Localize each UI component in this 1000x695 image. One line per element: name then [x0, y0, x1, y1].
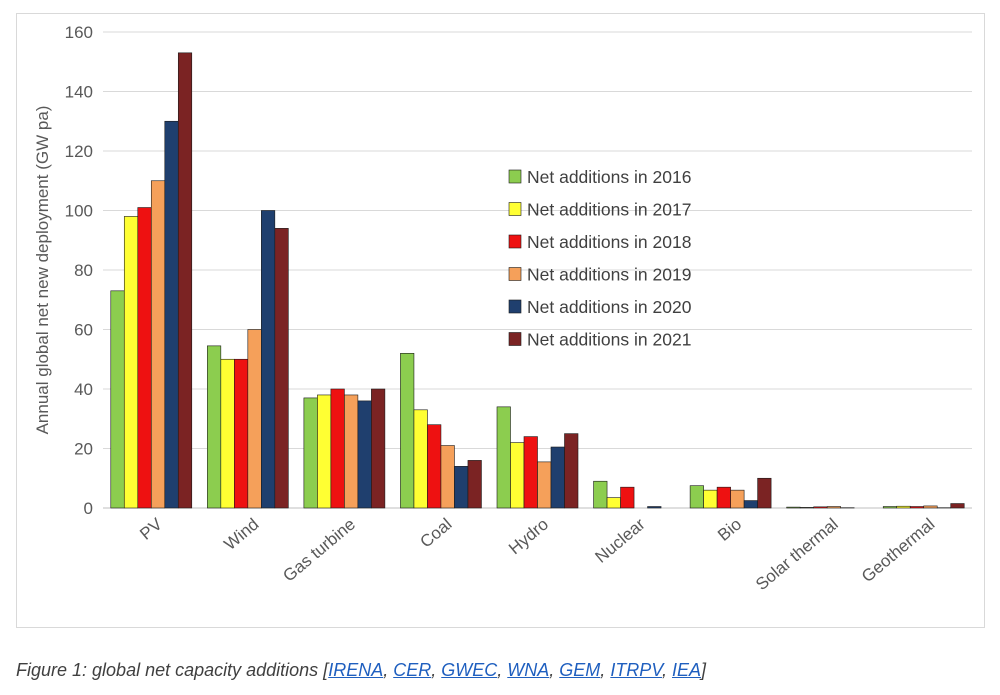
bar-wind-s6 — [274, 228, 289, 509]
legend-swatch — [508, 169, 522, 184]
bar-coal-s3 — [427, 424, 442, 509]
y-tick-label: 100 — [65, 202, 93, 221]
chart-frame: 0 20 40 60 80 100 120 140 160 Annual global net n… — [16, 13, 985, 628]
bar-geothermal-s1 — [882, 506, 898, 509]
x-tick-label: Solar thermal — [752, 515, 842, 595]
caption-link-irena[interactable]: IRENA — [328, 660, 384, 680]
bar-solar-thermal-s4 — [826, 506, 841, 509]
bar-coal-s2 — [413, 409, 428, 509]
bar-hydro-s4 — [537, 461, 552, 509]
caption-text: Figure 1: global net capacity additions … — [16, 660, 329, 680]
y-axis-label: Annual global net new deployment (GW pa) — [33, 106, 52, 435]
caption-separator: , — [383, 660, 394, 680]
bar-bio-s6 — [757, 477, 772, 509]
bar-coal-s4 — [440, 445, 455, 509]
bar-nuclear-s2 — [606, 497, 621, 509]
caption-link-cer[interactable]: CER — [393, 660, 432, 680]
y-tick-label: 140 — [65, 83, 93, 102]
bar-pv-s5 — [164, 120, 179, 509]
bar-geothermal-s3 — [909, 506, 925, 509]
x-tick-label: Gas turbine — [279, 515, 359, 586]
caption-separator: , — [431, 660, 442, 680]
bar-wind-s4 — [247, 329, 262, 509]
legend-label: Net additions in 2018 — [527, 232, 691, 252]
bar-nuclear-s3 — [620, 486, 635, 509]
bar-pv-s3 — [137, 207, 152, 509]
legend-swatch — [508, 234, 522, 249]
legend-label: Net additions in 2017 — [527, 200, 691, 220]
bar-coal-s5 — [454, 466, 469, 509]
x-tick-label: Coal — [417, 515, 456, 552]
bar-wind-s2 — [220, 358, 235, 509]
bar-solar-thermal-s1 — [786, 506, 801, 509]
bar-wind-s3 — [234, 358, 249, 509]
bar-wind-s1 — [207, 345, 222, 509]
bar-pv-s1 — [110, 290, 125, 509]
figure-caption: Figure 1: global net capacity additions … — [16, 660, 706, 681]
caption-link-iea[interactable]: IEA — [672, 660, 702, 680]
x-tick-label: Geothermal — [858, 515, 938, 587]
y-tick-label: 60 — [74, 321, 93, 340]
y-tick-label: 20 — [74, 440, 93, 459]
bar-bio-s4 — [730, 489, 745, 509]
legend-label: Net additions in 2019 — [527, 265, 691, 285]
bar-gas-turbine-s4 — [344, 394, 359, 509]
y-tick-label: 0 — [84, 499, 93, 518]
y-tick-label: 160 — [65, 23, 93, 42]
y-tick-label: 80 — [74, 261, 93, 280]
legend-swatch — [508, 332, 522, 346]
bar-geothermal-s6 — [950, 503, 965, 509]
legend-swatch — [508, 267, 522, 281]
bar-gas-turbine-s6 — [371, 388, 386, 509]
bar-wind-s5 — [261, 210, 276, 509]
y-tick-label: 40 — [74, 380, 93, 399]
bar-hydro-s2 — [510, 442, 525, 509]
caption-link-gem[interactable]: GEM — [559, 660, 601, 680]
x-tick-label: Bio — [714, 515, 745, 545]
bar-hydro-s6 — [564, 433, 579, 509]
y-tick-label: 120 — [65, 142, 93, 161]
bar-solar-thermal-s3 — [813, 506, 828, 509]
x-tick-label: Hydro — [505, 515, 552, 559]
bar-chart: 0 20 40 60 80 100 120 140 160 Annual global net n… — [33, 23, 972, 595]
caption-link-itrpv[interactable]: ITRPV — [610, 660, 662, 680]
bar-pv-s2 — [123, 216, 139, 509]
bar-pv-s6 — [177, 52, 193, 509]
x-tick-label: Wind — [221, 515, 263, 554]
bar-gas-turbine-s3 — [330, 388, 345, 509]
caption-separator: , — [549, 660, 560, 680]
caption-link-wna[interactable]: WNA — [507, 660, 550, 680]
legend-label: Net additions in 2021 — [527, 330, 691, 350]
bar-geothermal-s2 — [896, 505, 911, 509]
bar-nuclear-s1 — [593, 480, 608, 509]
legend-label: Net additions in 2020 — [527, 297, 692, 317]
caption-separator: , — [661, 660, 672, 680]
bar-pv-s4 — [150, 180, 166, 509]
bar-solar-thermal-s2 — [799, 507, 814, 509]
bar-hydro-s5 — [550, 446, 565, 509]
x-tick-label: PV — [136, 514, 166, 544]
caption-separator: , — [600, 660, 611, 680]
legend-swatch — [508, 299, 522, 314]
caption-separator: , — [497, 660, 508, 680]
bar-gas-turbine-s1 — [303, 397, 318, 509]
bar-coal-s1 — [400, 352, 415, 509]
legend-swatch — [508, 202, 522, 216]
bar-gas-turbine-s2 — [317, 394, 332, 509]
bar-hydro-s3 — [523, 436, 538, 509]
bar-bio-s5 — [743, 500, 758, 509]
bar-bio-s2 — [703, 489, 718, 509]
legend-label: Net additions in 2016 — [527, 167, 691, 187]
bar-gas-turbine-s5 — [357, 400, 372, 509]
bar-bio-s1 — [689, 485, 704, 509]
bar-bio-s3 — [716, 486, 731, 509]
bar-geothermal-s4 — [923, 505, 938, 509]
caption-link-gwec[interactable]: GWEC — [441, 660, 498, 680]
bar-coal-s6 — [467, 460, 482, 509]
x-tick-label: Nuclear — [592, 514, 649, 566]
bar-hydro-s1 — [496, 406, 511, 509]
caption-text-end: ] — [701, 660, 707, 680]
bar-nuclear-s5 — [647, 506, 662, 509]
